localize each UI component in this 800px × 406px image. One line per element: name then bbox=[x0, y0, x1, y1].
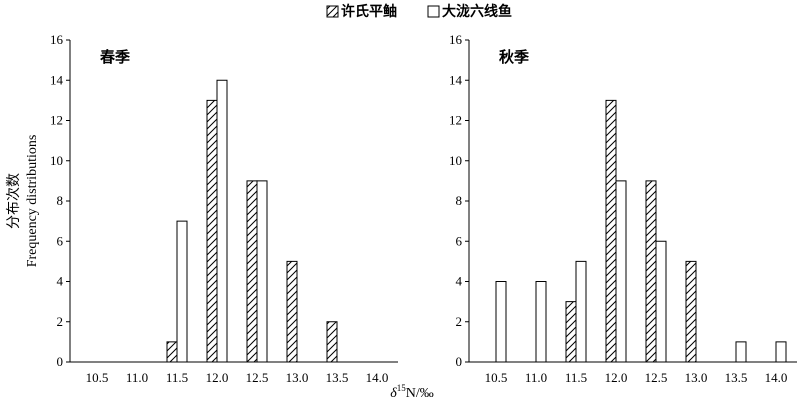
y-tick-label-autumn: 10 bbox=[449, 153, 462, 168]
x-tick-label-autumn: 12.0 bbox=[605, 370, 628, 385]
y-tick-label-autumn: 0 bbox=[456, 354, 463, 369]
bar-hatched-spring bbox=[206, 99, 218, 363]
x-tick-label-spring: 12.5 bbox=[246, 370, 269, 385]
legend: 许氏平鲉 大泷六线鱼 bbox=[326, 3, 512, 20]
y-tick-label-spring: 2 bbox=[57, 314, 64, 329]
x-tick-label-autumn: 14.0 bbox=[765, 370, 788, 385]
x-tick-label-spring: 14.0 bbox=[366, 370, 389, 385]
x-tick-label-spring: 12.0 bbox=[206, 370, 229, 385]
x-tick-label-spring: 13.0 bbox=[286, 370, 309, 385]
y-tick-label-spring: 8 bbox=[57, 193, 64, 208]
panel-autumn: 0 2 4 6 8 10 12 14 16 10.5 11.0 11.5 12.0 12.5 13.0 13.… bbox=[449, 32, 797, 385]
legend-swatch-hatched bbox=[326, 5, 339, 18]
bar-open-autumn bbox=[615, 180, 627, 363]
x-tick-label-spring: 10.5 bbox=[86, 370, 109, 385]
bar-open-autumn bbox=[655, 240, 667, 363]
y-tick-label-spring: 10 bbox=[50, 153, 63, 168]
legend-label-series-2: 大泷六线鱼 bbox=[442, 3, 512, 20]
y-axis-title-cn: 分布次数 bbox=[6, 173, 22, 229]
bar-hatched-spring bbox=[286, 260, 298, 363]
bar-hatched-spring bbox=[166, 341, 178, 363]
panel-label-autumn: 秋季 bbox=[499, 48, 529, 66]
x-tick-label-spring: 13.5 bbox=[326, 370, 349, 385]
bar-hatched-autumn bbox=[605, 99, 617, 363]
bar-open-autumn bbox=[775, 341, 787, 363]
y-tick-label-autumn: 12 bbox=[449, 113, 462, 128]
y-tick-label-spring: 16 bbox=[50, 32, 64, 47]
y-tick-label-autumn: 16 bbox=[449, 32, 463, 47]
bar-open-autumn bbox=[575, 260, 587, 363]
x-tick-label-autumn: 11.5 bbox=[565, 370, 587, 385]
bar-hatched-spring bbox=[246, 180, 258, 363]
x-tick-label-autumn: 13.0 bbox=[685, 370, 708, 385]
bar-hatched-autumn bbox=[645, 180, 657, 363]
x-tick-label-spring: 11.5 bbox=[166, 370, 188, 385]
bar-open-autumn bbox=[735, 341, 747, 363]
y-tick-label-spring: 0 bbox=[57, 354, 64, 369]
bar-open-autumn bbox=[495, 281, 507, 363]
y-axis-title-en: Frequency distributions bbox=[25, 135, 40, 268]
y-tick-label-spring: 4 bbox=[57, 274, 64, 289]
bar-open-autumn bbox=[535, 281, 547, 363]
y-tick-label-spring: 14 bbox=[50, 72, 64, 87]
y-tick-label-spring: 12 bbox=[50, 113, 63, 128]
bar-hatched-spring bbox=[326, 321, 338, 363]
bar-open-spring bbox=[176, 220, 188, 363]
y-tick-label-autumn: 6 bbox=[456, 233, 463, 248]
x-tick-label-spring: 11.0 bbox=[126, 370, 148, 385]
bar-hatched-autumn bbox=[685, 260, 697, 363]
panel-spring: 0 2 4 6 8 10 12 14 16 10.5 11.0 11.5 12.0 12.5 13.0 13.… bbox=[50, 32, 398, 385]
legend-swatch-open bbox=[427, 5, 440, 18]
x-tick-label-autumn: 11.0 bbox=[525, 370, 547, 385]
legend-label-series-1: 许氏平鲉 bbox=[341, 3, 397, 20]
x-tick-label-autumn: 12.5 bbox=[645, 370, 668, 385]
bar-open-spring bbox=[216, 79, 228, 363]
x-tick-label-autumn: 10.5 bbox=[485, 370, 508, 385]
y-tick-label-spring: 6 bbox=[57, 233, 64, 248]
y-tick-label-autumn: 8 bbox=[456, 193, 463, 208]
bar-hatched-autumn bbox=[565, 301, 577, 363]
x-axis-title: δ15N/‰ bbox=[390, 383, 434, 401]
y-tick-label-autumn: 2 bbox=[456, 314, 463, 329]
x-tick-label-autumn: 13.5 bbox=[725, 370, 748, 385]
bar-open-spring bbox=[256, 180, 268, 363]
panel-label-spring: 春季 bbox=[100, 48, 130, 66]
y-tick-label-autumn: 4 bbox=[456, 274, 463, 289]
y-tick-label-autumn: 14 bbox=[449, 72, 463, 87]
